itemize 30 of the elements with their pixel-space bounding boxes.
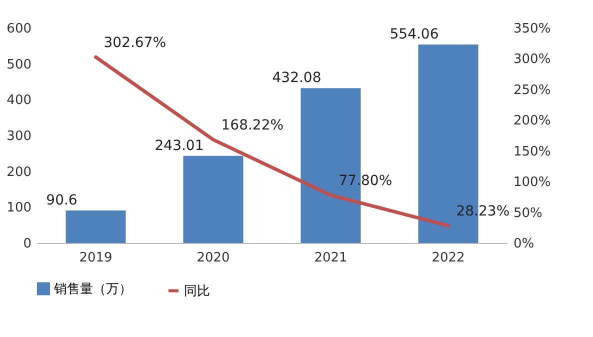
y-tick-label: 600: [6, 22, 32, 36]
data-label: 90.6: [46, 192, 78, 209]
data-label: 302.67%: [104, 35, 166, 52]
y2-tick-label: 100%: [514, 175, 551, 190]
line-series: [94, 55, 450, 228]
bar: [66, 210, 126, 243]
y-tick-label: 0: [23, 236, 32, 252]
y2-tick-label: 350%: [514, 22, 551, 36]
y2-tick-label: 150%: [514, 144, 551, 160]
y2-tick-label: 200%: [514, 114, 551, 129]
y2-tick-label: 250%: [514, 82, 551, 98]
y-tick-label: 200: [6, 164, 32, 180]
data-label: 432.08: [272, 70, 322, 86]
x-tick-label: 2020: [196, 250, 230, 266]
data-label: 554.06: [390, 26, 439, 42]
legend-label: 同比: [184, 284, 210, 299]
y-tick-label: 300: [6, 129, 32, 144]
y-tick-label: 100: [6, 200, 32, 216]
data-label: 168.22%: [221, 118, 284, 134]
x-tick-label: 2019: [79, 250, 112, 266]
bar: [183, 156, 244, 243]
y2-tick-label: 300%: [514, 52, 551, 68]
y2-tick-label: 50%: [514, 206, 542, 221]
data-label: 243.01: [154, 138, 204, 154]
y2-tick-label: 0%: [514, 236, 534, 252]
y-tick-label: 400: [6, 93, 32, 108]
y-tick-label: 500: [6, 57, 32, 72]
legend-label: 销售量（万）: [53, 282, 132, 297]
x-tick-label: 2022: [432, 250, 465, 266]
x-tick-label: 2021: [314, 250, 348, 266]
